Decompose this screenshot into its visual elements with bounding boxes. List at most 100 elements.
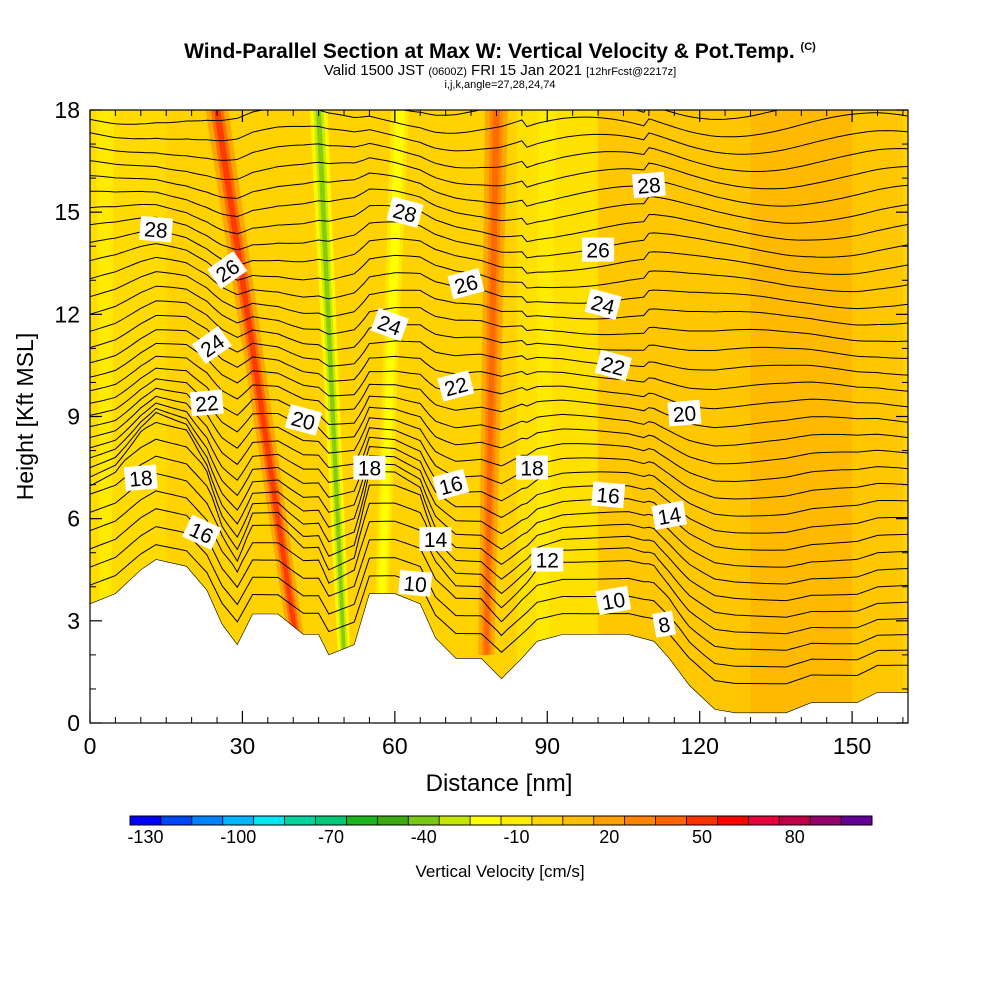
y-tick-label: 18	[54, 97, 80, 123]
contour-label-text: 14	[424, 529, 448, 552]
downdraft-streak	[102, 110, 108, 655]
colorbar-swatch	[439, 816, 471, 825]
colorbar-tick-label: 80	[785, 827, 805, 847]
contour-label-text: 14	[656, 503, 683, 530]
colorbar-tick-label: 20	[599, 827, 619, 847]
theta-contour	[90, 490, 908, 635]
x-tick-label: 150	[833, 733, 871, 759]
contour-label-text: 28	[143, 218, 168, 243]
colorbar-swatch	[501, 816, 533, 825]
colorbar-swatch	[130, 816, 162, 825]
contour-label-text: 22	[194, 392, 219, 417]
theta-contour	[90, 407, 908, 534]
colorbar-swatch	[779, 816, 811, 825]
contour-label: 18	[516, 455, 549, 481]
contour-label-text: 10	[402, 572, 427, 597]
theta-contour	[115, 110, 780, 120]
y-tick-label: 9	[67, 404, 80, 430]
colorbar-swatch	[222, 816, 255, 825]
theta-contour	[90, 271, 908, 326]
y-tick-label: 6	[67, 506, 80, 532]
colorbar-tick-label: -130	[127, 827, 163, 847]
y-tick-label: 0	[67, 710, 80, 736]
theta-contour	[90, 438, 908, 585]
contour-label: 14	[651, 500, 688, 530]
colorbar-swatch	[160, 816, 193, 825]
theta-contour	[90, 157, 908, 190]
theta-contour	[90, 329, 908, 392]
x-tick-label: 90	[534, 733, 560, 759]
x-tick-label: 60	[382, 733, 408, 759]
updraft-streak	[484, 110, 500, 655]
colorbar-tick-label: -100	[220, 827, 256, 847]
colorbar-swatch	[531, 816, 564, 825]
downdraft-streak	[377, 110, 403, 655]
theta-contour	[90, 395, 908, 500]
contour-label-text: 28	[636, 174, 661, 199]
colorbar-label: Vertical Velocity [cm/s]	[415, 862, 585, 881]
chart-title-block: Wind-Parallel Section at Max W: Vertical…	[0, 36, 1000, 91]
contour-label: 28	[139, 215, 174, 243]
x-axis-label: Distance [nm]	[426, 770, 573, 797]
colorbar-swatch	[841, 816, 873, 825]
colorbar-swatch	[470, 816, 502, 825]
theta-contour	[90, 411, 908, 551]
y-axis-label: Height [Kft MSL]	[12, 333, 38, 500]
x-tick-label: 30	[230, 733, 256, 759]
contour-label: 28	[631, 171, 666, 199]
theta-contour	[90, 216, 908, 259]
contour-label: 12	[531, 547, 564, 573]
contour-label-text: 26	[586, 240, 609, 263]
x-tick-label: 0	[84, 733, 97, 759]
colorbar-swatch	[686, 816, 718, 825]
field-patch	[598, 110, 903, 723]
theta-contour	[90, 110, 908, 138]
colorbar-tick-label: -70	[318, 827, 344, 847]
colorbar-swatch	[253, 816, 286, 825]
theta-contour	[90, 367, 908, 447]
colorbar-tick-label: -10	[503, 827, 529, 847]
y-tick-label: 15	[54, 199, 80, 225]
chart-subtitle: Valid 1500 JST (0600Z) FRI 15 Jan 2021 […	[323, 62, 677, 79]
theta-contour	[90, 125, 908, 155]
colorbar-swatch	[717, 816, 749, 825]
theta-contour	[90, 342, 908, 410]
chart-title: Wind-Parallel Section at Max W: Vertical…	[184, 40, 816, 63]
terrain-mask	[90, 559, 908, 723]
colorbar-swatch	[377, 816, 409, 825]
colorbar-swatch	[624, 816, 657, 825]
theta-contour	[90, 256, 908, 310]
colorbar-swatch	[284, 816, 316, 825]
colorbar-swatch	[562, 816, 595, 825]
contour-label-text: 16	[595, 484, 620, 509]
contour-label: 14	[419, 527, 452, 552]
contour-label: 20	[667, 399, 702, 427]
contour-label-text: 18	[520, 458, 543, 481]
colorbar-tick-label: -40	[411, 827, 437, 847]
colorbar-swatch	[593, 816, 626, 825]
theta-contour	[90, 172, 908, 207]
colorbar-swatch	[315, 816, 347, 825]
theta-contour	[90, 285, 908, 342]
theta-contour	[90, 544, 908, 685]
theta-contour	[90, 508, 908, 651]
theta-contour	[90, 472, 908, 618]
contour-label-text: 12	[536, 550, 559, 573]
contour-label: 8	[652, 610, 677, 638]
contour-label: 22	[189, 389, 224, 417]
theta-contour	[90, 142, 908, 172]
theta-contour	[90, 300, 908, 359]
theta-contour	[90, 421, 908, 568]
colorbar-swatch	[655, 816, 687, 825]
colorbar-swatch	[346, 816, 378, 825]
y-tick-label: 12	[54, 301, 80, 327]
contour-label: 18	[123, 464, 158, 492]
theta-contour	[90, 526, 908, 668]
theta-contour	[90, 455, 908, 602]
colorbar-swatch	[191, 816, 224, 825]
contour-label: 10	[595, 585, 632, 615]
chart-index-line: i,j,k,angle=27,28,24,74	[444, 79, 556, 91]
contour-label: 10	[398, 570, 433, 597]
downdraft-streak	[540, 110, 550, 655]
